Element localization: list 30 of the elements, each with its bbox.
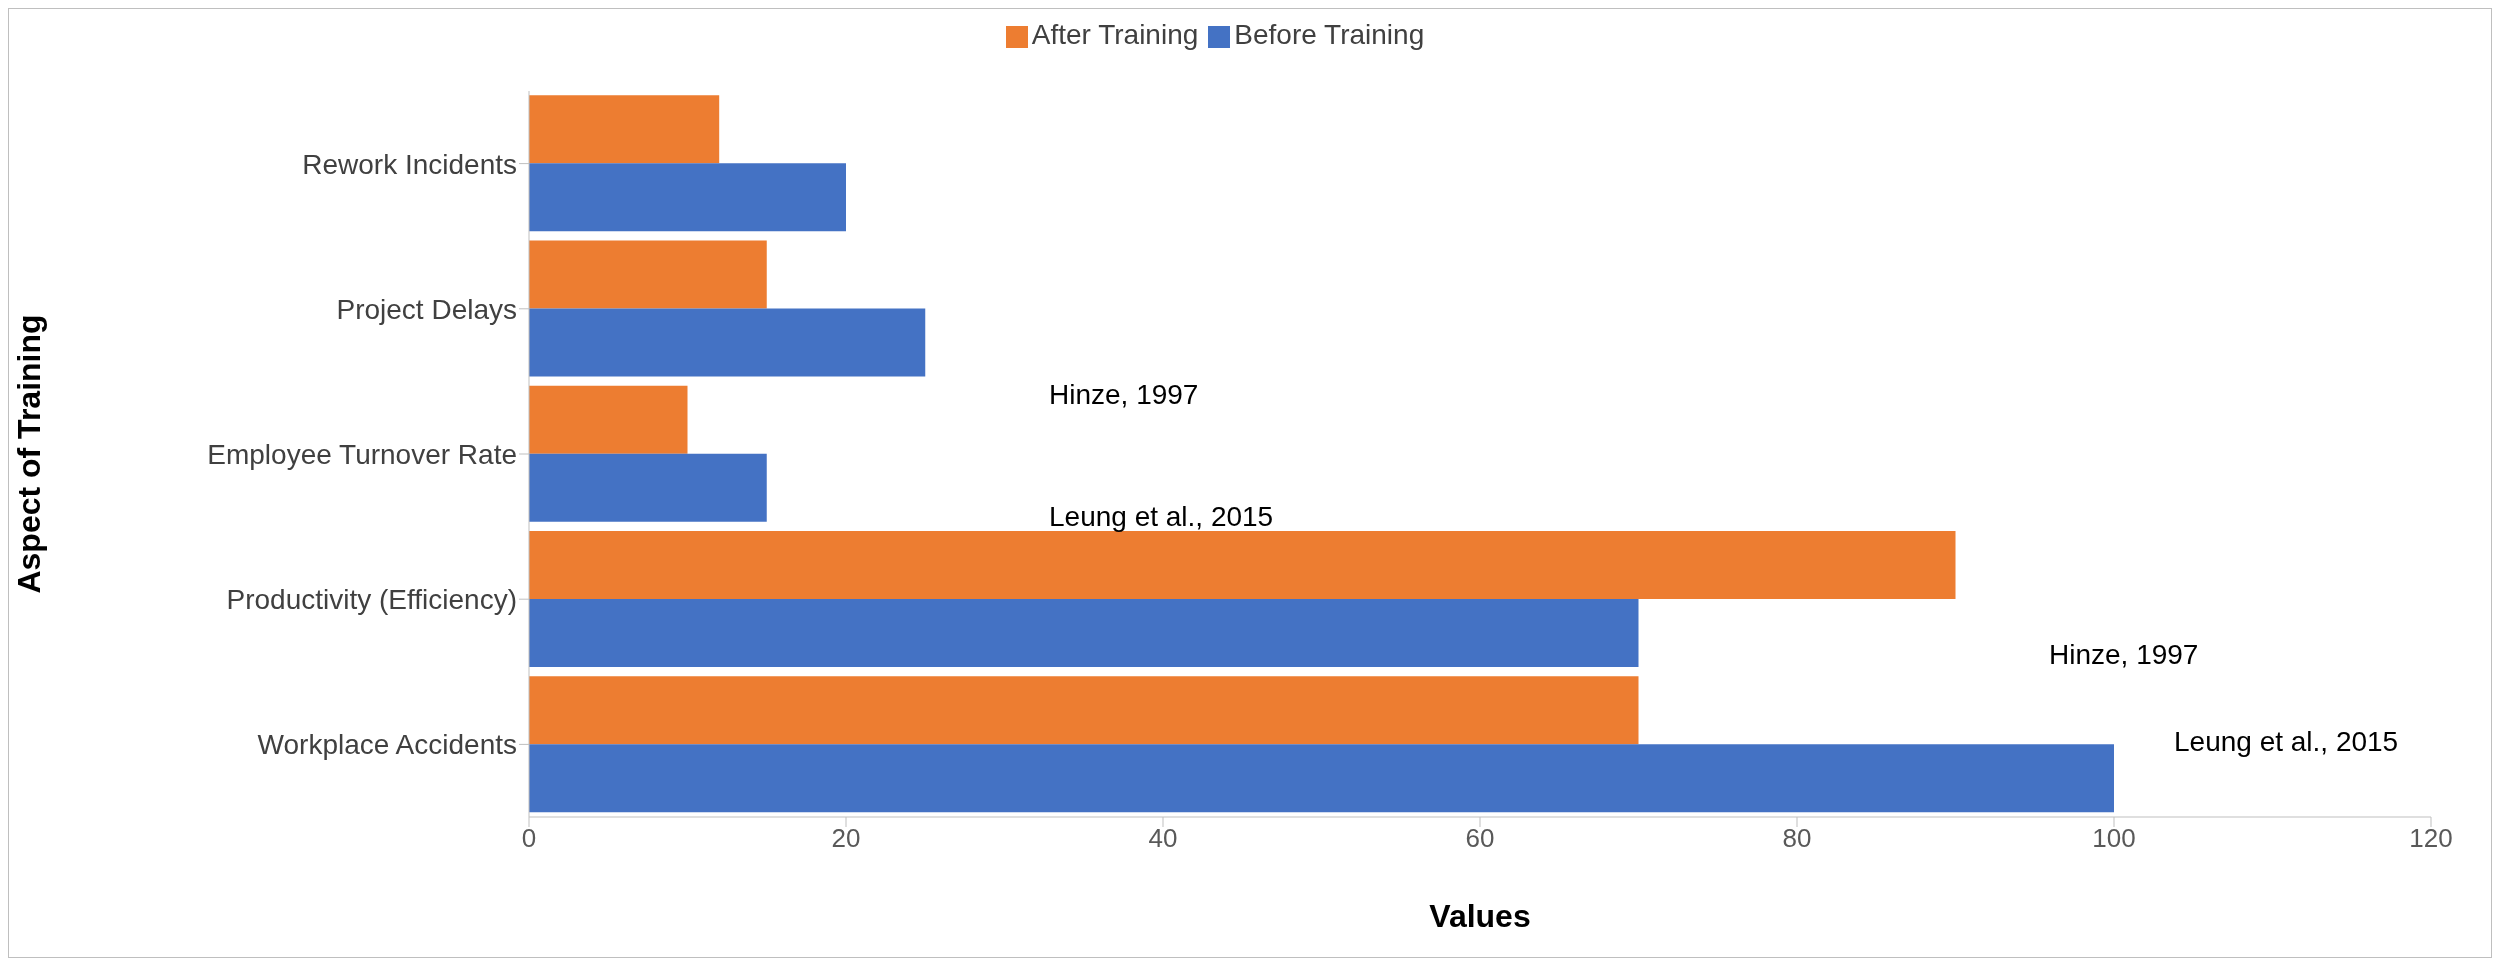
bar: [529, 676, 1639, 745]
bar: [529, 240, 767, 309]
x-tick-label: 0: [521, 823, 537, 854]
bar: [529, 598, 1639, 667]
bar: [529, 744, 2114, 813]
x-tick-label: 60: [1465, 823, 1495, 854]
x-tick-label: 120: [2409, 823, 2453, 854]
bar: [529, 163, 846, 232]
y-tick-label: Rework Incidents: [302, 148, 517, 180]
legend-label: After Training: [1031, 19, 1199, 50]
bar: [529, 453, 767, 522]
bar: [529, 308, 926, 377]
y-axis-title: Aspect of Training: [11, 314, 48, 594]
x-tick-label: 80: [1782, 823, 1812, 854]
bar: [529, 530, 1956, 599]
y-tick-label: Workplace Accidents: [257, 729, 517, 761]
annotation: Leung et al., 2015: [1049, 501, 1274, 533]
y-tick-label: Project Delays: [336, 293, 517, 325]
y-tick-label: Productivity (Efficiency): [226, 584, 517, 616]
bar: [529, 95, 720, 164]
x-tick-label: 40: [1148, 823, 1178, 854]
legend-label: Before Training: [1234, 19, 1425, 50]
annotation: Hinze, 1997: [2049, 639, 2199, 671]
x-axis-title: Values: [1429, 898, 1531, 934]
y-tick-label: Employee Turnover Rate: [207, 438, 517, 470]
annotation: Hinze, 1997: [1049, 379, 1199, 411]
bar: [529, 385, 688, 454]
x-tick-label: 100: [2092, 823, 2136, 854]
annotation: Leung et al., 2015: [2174, 726, 2399, 758]
x-tick-label: 20: [831, 823, 861, 854]
